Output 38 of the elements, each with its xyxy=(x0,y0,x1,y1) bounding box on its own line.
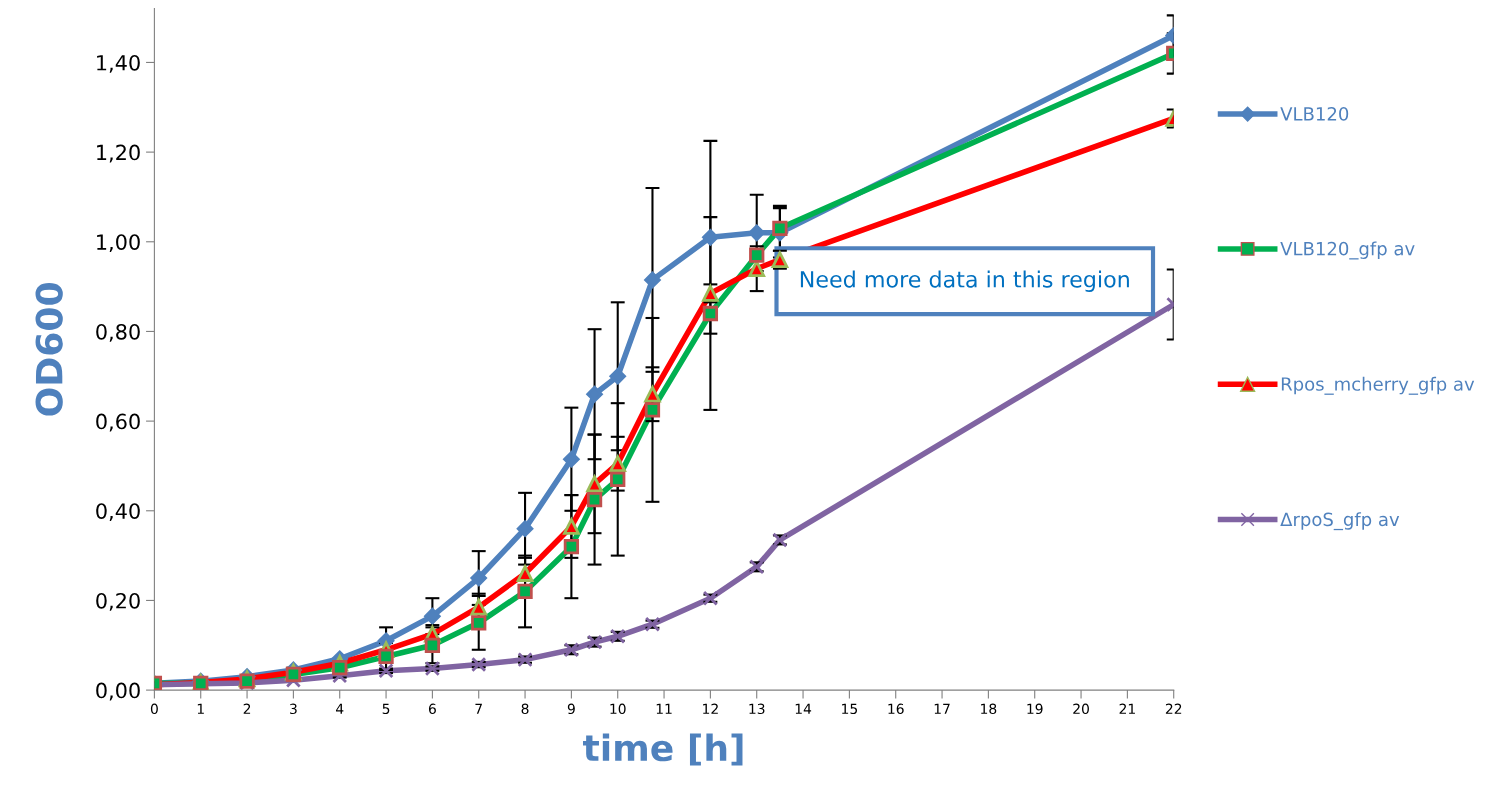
x-tick-label: 19 xyxy=(1027,703,1043,715)
x-tick-label: 14 xyxy=(795,703,812,714)
x-tick-label: 9 xyxy=(567,703,575,715)
x-tick-label: 5 xyxy=(382,703,390,715)
x-tick-label: 10 xyxy=(610,703,626,715)
x-axis-title: time [h] xyxy=(583,733,743,766)
x-tick-label: 7 xyxy=(475,703,482,714)
x-tick-label: 4 xyxy=(335,703,344,714)
x-tick-label: 13 xyxy=(749,703,765,715)
x-tick-label: 2 xyxy=(243,703,251,714)
x-tick-label: 17 xyxy=(934,703,950,714)
y-tick-label: 1,00 xyxy=(97,234,140,253)
y-tick-label: 0,20 xyxy=(96,592,140,611)
y-tick-label: 0,00 xyxy=(96,682,140,701)
y-tick-label: 1,20 xyxy=(97,144,140,163)
x-tick-label: 1 xyxy=(197,703,204,714)
x-tick-label: 15 xyxy=(842,703,858,715)
x-tick-label: 8 xyxy=(521,703,529,715)
x-tick-label: 16 xyxy=(888,703,904,715)
x-tick-label: 12 xyxy=(703,703,718,714)
x-tick-label: 0 xyxy=(150,703,158,715)
legend-label: VLB120_gfp av xyxy=(1280,241,1415,260)
y-tick-label: 0,80 xyxy=(96,323,140,342)
legend-label: ΔrpoS_gfp av xyxy=(1280,512,1400,531)
y-tick-label: 1,40 xyxy=(97,54,140,73)
y-axis-title: OD600 xyxy=(35,283,63,416)
legend-label: VLB120 xyxy=(1280,106,1349,121)
x-tick-label: 22 xyxy=(1165,703,1182,714)
x-tick-label: 20 xyxy=(1073,703,1089,715)
x-tick-label: 18 xyxy=(981,703,997,715)
y-tick-label: 0,60 xyxy=(96,413,140,432)
x-tick-label: 11 xyxy=(656,703,672,714)
annotation: Need more data in this region xyxy=(800,270,1129,292)
y-tick-label: 0,40 xyxy=(96,503,140,522)
x-tick-label: 6 xyxy=(428,703,436,715)
legend-label: Rpos_mcherry_gfp av xyxy=(1281,376,1475,395)
x-tick-label: 3 xyxy=(290,703,297,715)
x-tick-label: 21 xyxy=(1119,703,1135,714)
